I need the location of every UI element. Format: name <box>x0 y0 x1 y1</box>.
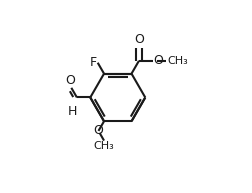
Text: O: O <box>153 54 163 67</box>
Text: O: O <box>93 124 103 137</box>
Text: O: O <box>134 33 143 46</box>
Text: CH₃: CH₃ <box>93 141 114 151</box>
Text: H: H <box>68 105 77 118</box>
Text: CH₃: CH₃ <box>166 56 187 66</box>
Text: O: O <box>65 74 75 87</box>
Text: F: F <box>89 56 96 69</box>
